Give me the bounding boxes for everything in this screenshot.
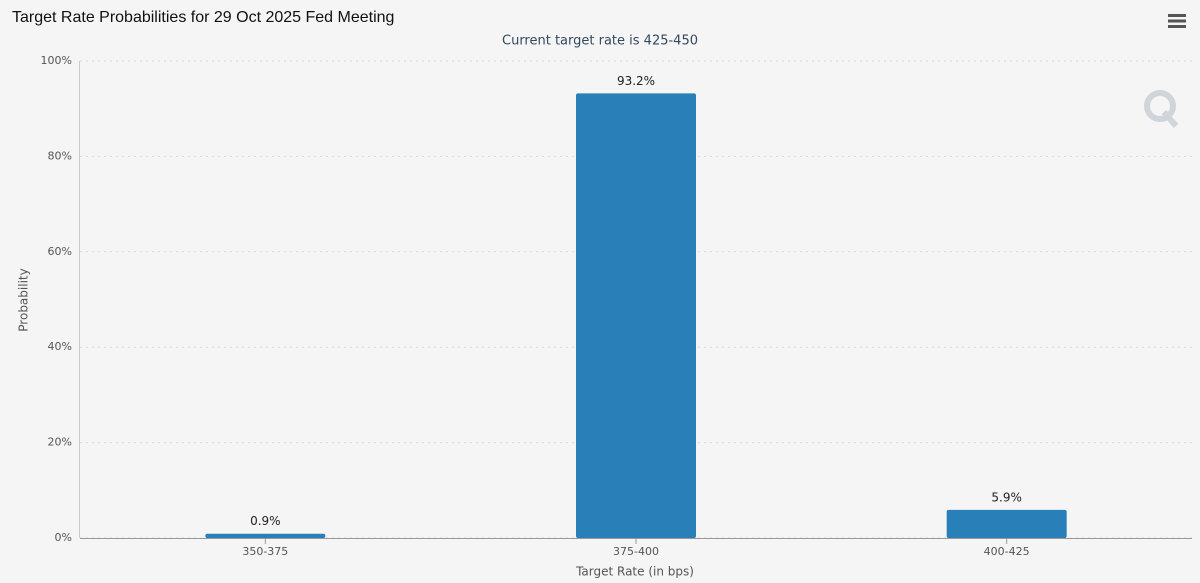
y-tick-label: 40% (48, 340, 72, 353)
y-tick-label: 100% (41, 54, 72, 67)
logo-tail (1161, 110, 1179, 128)
menu-bar (1168, 14, 1186, 17)
logo-ring (1144, 90, 1176, 122)
x-tick-label: 375-400 (613, 545, 659, 558)
chart-subtitle: Current target rate is 425-450 (502, 34, 698, 49)
menu-button[interactable] (1168, 14, 1186, 28)
value-label: 5.9% (991, 490, 1022, 504)
bar (576, 93, 696, 538)
value-label: 0.9% (250, 514, 281, 528)
value-label: 93.2% (617, 74, 655, 88)
chart-title: Target Rate Probabilities for 29 Oct 202… (12, 9, 394, 26)
y-tick-label: 80% (48, 149, 72, 162)
y-tick-label: 20% (48, 436, 72, 449)
x-tick-label: 400-425 (984, 545, 1030, 558)
logo (1144, 90, 1179, 128)
y-tick-label: 60% (48, 245, 72, 258)
x-axis-label: Target Rate (in bps) (575, 565, 694, 579)
menu-bar (1168, 19, 1186, 23)
y-axis-label: Probability (17, 268, 31, 331)
y-tick-label: 0% (55, 531, 72, 544)
bar (946, 509, 1067, 538)
menu-bar (1168, 25, 1186, 28)
bar (205, 533, 326, 538)
x-tick-label: 350-375 (242, 545, 288, 558)
